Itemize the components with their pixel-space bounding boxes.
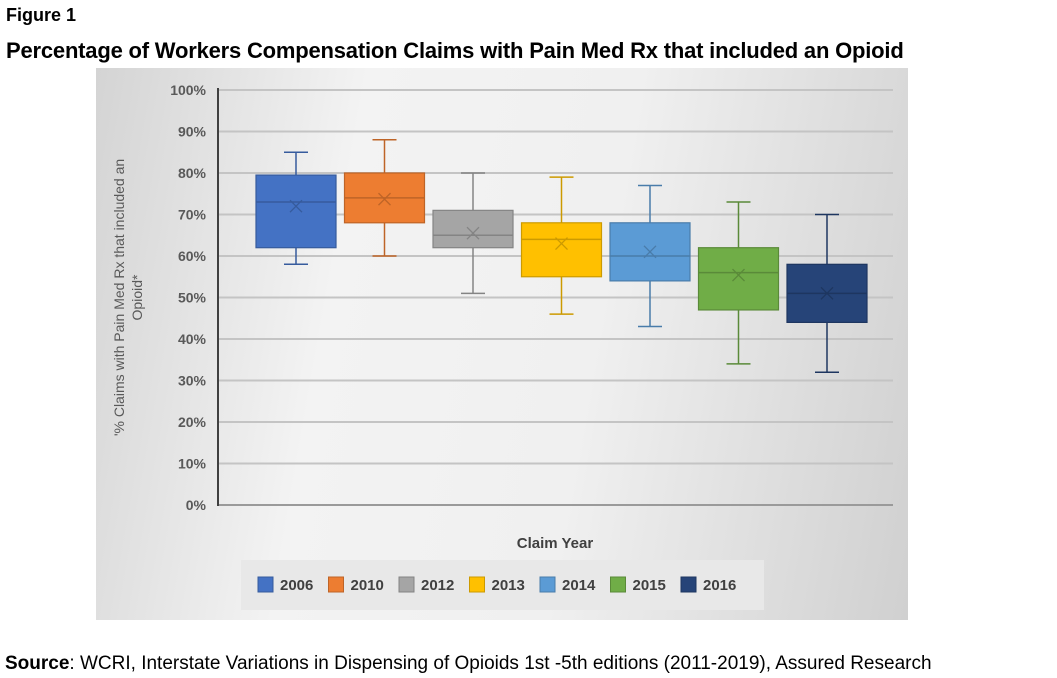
legend-label: 2015 — [633, 577, 666, 594]
iqr-box — [697, 247, 780, 311]
chart-title: Percentage of Workers Compensation Claim… — [6, 38, 904, 63]
legend-swatch — [398, 576, 415, 593]
y-tick-labels: 0% 10% 20% 30% 40% 50% 60% 70% 80% 90% 100% — [170, 82, 206, 513]
mean-marker — [555, 237, 568, 251]
y-tick-label: 80% — [178, 165, 207, 181]
legend-swatch — [680, 576, 697, 593]
y-tick-label: 50% — [178, 290, 207, 306]
iqr-box — [255, 174, 337, 249]
legend-label: 2006 — [280, 577, 313, 594]
legend-item-2013: 2013 — [469, 576, 525, 594]
gridlines — [218, 89, 893, 506]
iqr-box — [432, 209, 514, 249]
y-tick-label: 100% — [170, 82, 206, 98]
legend-label: 2012 — [421, 577, 454, 594]
mean-marker — [732, 268, 745, 282]
mean-marker — [643, 245, 657, 259]
legend-label: 2014 — [562, 577, 596, 594]
y-tick-label: 90% — [178, 124, 207, 140]
iqr-box — [520, 222, 603, 278]
legend-swatch — [257, 576, 274, 593]
source-note: Source: WCRI, Interstate Variations in D… — [5, 653, 932, 675]
mean-marker — [289, 199, 303, 213]
box-2013 — [520, 176, 603, 315]
legend: 2006 2010 2012 2013 2014 2015 2016 — [241, 560, 764, 610]
box-plot-chart: 0% 10% 20% 30% 40% 50% 60% 70% 80% 90% 100% '% Cla… — [111, 82, 893, 610]
legend-swatch — [539, 576, 556, 593]
legend-swatch — [610, 576, 626, 593]
legend-swatch — [328, 576, 344, 593]
legend-item-2014: 2014 — [539, 576, 596, 594]
box-2016 — [786, 213, 868, 373]
y-tick-label: 70% — [178, 207, 207, 223]
source-text: : WCRI, Interstate Variations in Dispens… — [69, 653, 932, 674]
boxes — [255, 139, 868, 373]
legend-item-2016: 2016 — [680, 576, 736, 594]
y-tick-label: 10% — [178, 456, 207, 472]
legend-label: 2016 — [703, 577, 736, 594]
legend-item-2010: 2010 — [328, 576, 384, 594]
x-axis-label: Claim Year — [517, 535, 594, 552]
box-2015 — [697, 201, 780, 365]
box-2006 — [255, 151, 337, 266]
y-tick-label: 0% — [186, 497, 207, 513]
legend-label: 2013 — [492, 577, 525, 594]
legend-label: 2010 — [351, 577, 384, 594]
y-axis-label-line1: '% Claims with Pain Med Rx that included… — [111, 159, 127, 436]
figure-label: Figure 1 — [6, 5, 77, 25]
y-tick-label: 40% — [178, 331, 207, 347]
y-axis-label-line2: Opioid* — [129, 274, 145, 320]
box-2010 — [343, 139, 426, 257]
mean-marker — [466, 226, 480, 240]
legend-swatch — [469, 576, 485, 593]
y-tick-label: 20% — [178, 414, 207, 430]
mean-marker — [378, 192, 391, 206]
chart-panel: 0% 10% 20% 30% 40% 50% 60% 70% 80% 90% 100% '% Cla… — [96, 68, 908, 620]
legend-item-2006: 2006 — [257, 576, 313, 594]
box-2012 — [432, 172, 514, 295]
y-tick-label: 30% — [178, 373, 207, 389]
source-label: Source — [5, 653, 70, 674]
box-2014 — [609, 184, 691, 328]
legend-item-2015: 2015 — [610, 576, 666, 594]
mean-marker — [820, 286, 834, 300]
legend-item-2012: 2012 — [398, 576, 454, 594]
y-tick-label: 60% — [178, 248, 207, 264]
